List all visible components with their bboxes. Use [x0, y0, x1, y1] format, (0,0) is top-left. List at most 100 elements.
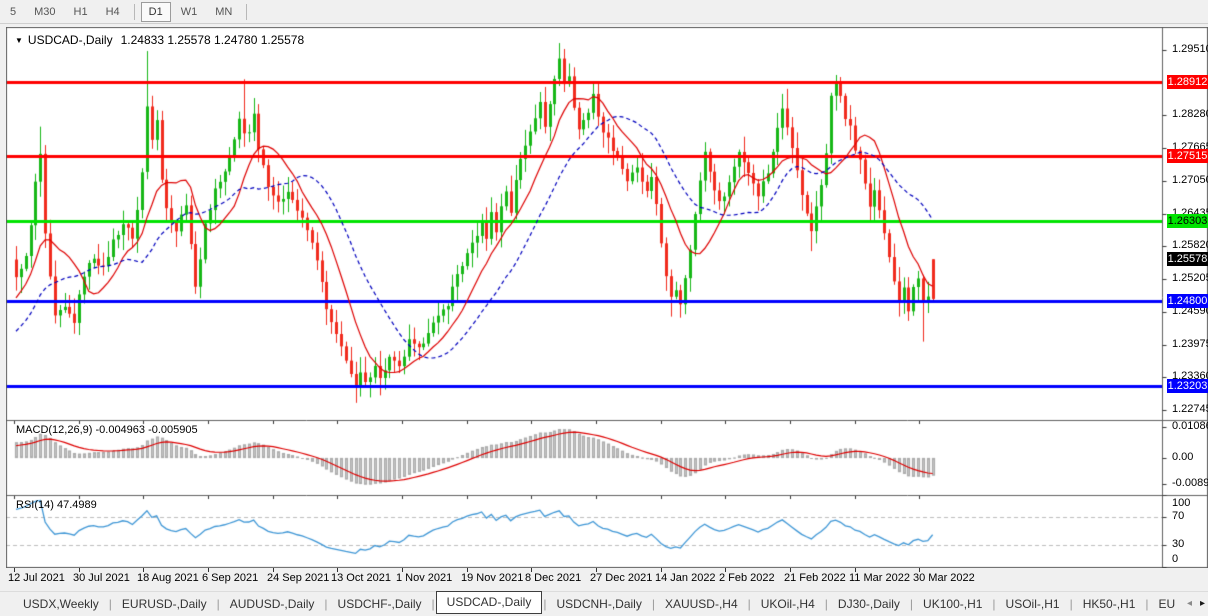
date-axis-tick	[790, 568, 791, 572]
date-axis-tick	[661, 568, 662, 572]
chart-symbol-label: USDCAD-,Daily	[27, 33, 113, 47]
rsi-name: RSI(14)	[16, 499, 54, 511]
tab-separator: |	[747, 597, 751, 611]
date-axis-label: 30 Mar 2022	[913, 572, 975, 584]
tab-separator: |	[324, 597, 328, 611]
price-level-badge: 1.28912	[1167, 75, 1208, 89]
tab-usdcnh-daily[interactable]: USDCNH-,Daily	[556, 597, 642, 611]
date-axis-label: 21 Feb 2022	[784, 572, 846, 584]
date-axis-label: 30 Jul 2021	[73, 572, 130, 584]
chart-canvas[interactable]	[6, 27, 1208, 568]
date-axis-tick	[273, 568, 274, 572]
macd-values: -0.004963 -0.005905	[95, 424, 198, 436]
tab-usdchf-daily[interactable]: USDCHF-,Daily	[337, 597, 422, 611]
tab-separator: |	[651, 597, 655, 611]
date-axis-label: 1 Nov 2021	[396, 572, 453, 584]
timeframe-button-H1[interactable]: H1	[73, 5, 88, 18]
tab-separator: |	[1069, 597, 1073, 611]
tab-scroll-arrows: ◂ ▸	[1187, 598, 1205, 610]
chart-window: ▼ USDCAD-,Daily 1.24833 1.25578 1.24780 1.…	[6, 27, 1208, 568]
current-price-badge: 1.25578	[1167, 252, 1208, 266]
price-axis-label: 1.28280	[1172, 108, 1208, 121]
price-axis-label: 1.27050	[1172, 173, 1208, 186]
tab-separator: |	[824, 597, 828, 611]
price-axis-label: 1.22745	[1172, 402, 1208, 415]
tab-usdx-weekly[interactable]: USDX,Weekly	[23, 597, 99, 611]
macd-axis-label: -0.008974	[1172, 476, 1208, 489]
tab-scroll-right-icon[interactable]: ▸	[1199, 598, 1205, 609]
timeframe-button-H4[interactable]: H4	[105, 5, 120, 18]
date-axis-tick	[337, 568, 338, 572]
tab-usdcad-daily[interactable]: USDCAD-,Daily	[435, 591, 543, 614]
tab-separator: |	[909, 597, 914, 611]
price-axis-label: 1.29510	[1172, 43, 1208, 55]
price-level-badge: 1.26303	[1167, 214, 1208, 228]
chart-ohlc-quote: 1.24833 1.25578 1.24780 1.25578	[120, 33, 305, 47]
tab-separator: |	[1145, 597, 1149, 611]
price-level-badge: 1.23203	[1167, 379, 1208, 393]
tab-separator: |	[543, 597, 547, 611]
rsi-axis-label: 100	[1172, 497, 1191, 509]
date-axis-tick	[855, 568, 856, 572]
macd-name: MACD(12,26,9)	[16, 424, 93, 436]
date-axis-tick	[14, 568, 15, 572]
tab-eu[interactable]: EU	[1158, 597, 1176, 611]
chart-dropdown-icon[interactable]: ▼	[15, 36, 23, 45]
date-axis-tick	[919, 568, 920, 572]
timeframe-button-5[interactable]: 5	[10, 5, 17, 18]
timeframe-button-M30[interactable]: M30	[34, 5, 56, 18]
tab-eurusd-daily[interactable]: EURUSD-,Daily	[121, 597, 207, 611]
tab-separator: |	[431, 597, 435, 611]
tab-separator: |	[216, 597, 220, 611]
tab-separator: |	[108, 597, 112, 611]
date-axis-label: 24 Sep 2021	[267, 572, 330, 584]
tab-ukoil-h4[interactable]: UKOil-,H4	[760, 597, 815, 611]
date-axis-label: 19 Nov 2021	[461, 572, 524, 584]
date-axis-tick	[208, 568, 209, 572]
date-axis-label: 6 Sep 2021	[202, 572, 259, 584]
timeframe-button-D1[interactable]: D1	[140, 1, 171, 22]
date-axis-tick	[402, 568, 403, 572]
timeframe-toolbar: 5 M30 H1 H4 D1 W1 MN	[0, 0, 1208, 24]
price-axis-label: 1.23975	[1172, 337, 1208, 350]
tab-scroll-left-icon[interactable]: ◂	[1186, 598, 1192, 609]
toolbar-separator	[133, 3, 135, 20]
price-level-badge: 1.27515	[1167, 149, 1208, 163]
timeframe-button-W1[interactable]: W1	[180, 5, 198, 18]
date-axis-tick	[531, 568, 532, 572]
chart-tabs-bar: USDX,Weekly | EURUSD-,Daily | AUDUSD-,Daily |…	[0, 591, 1208, 616]
rsi-axis-label: 0	[1172, 553, 1179, 565]
date-axis-label: 2 Feb 2022	[719, 572, 775, 584]
date-axis-label: 11 Mar 2022	[849, 572, 910, 584]
chart-title: ▼ USDCAD-,Daily 1.24833 1.25578 1.24780 1.…	[15, 33, 304, 47]
date-axis: 12 Jul 2021 30 Jul 2021 18 Aug 2021 6 Sep 2…	[6, 568, 1208, 589]
rsi-axis-label: 30	[1172, 538, 1185, 551]
date-axis-tick	[79, 568, 80, 572]
toolbar-separator	[246, 3, 248, 20]
macd-indicator-label: MACD(12,26,9) -0.004963 -0.005905	[16, 424, 198, 436]
timeframe-button-MN[interactable]: MN	[215, 5, 233, 18]
tab-hk50-h1[interactable]: HK50-,H1	[1082, 597, 1136, 611]
rsi-axis-label: 70	[1172, 509, 1185, 522]
tab-dj30-daily[interactable]: DJ30-,Daily	[837, 597, 900, 611]
rsi-value: 47.4989	[56, 499, 97, 511]
macd-axis-label: 0.010869	[1172, 419, 1208, 432]
date-axis-label: 14 Jan 2022	[655, 572, 716, 584]
tab-separator: |	[992, 597, 996, 611]
tab-audusd-daily[interactable]: AUDUSD-,Daily	[229, 597, 315, 611]
tab-usoil-h1[interactable]: USOil-,H1	[1005, 597, 1060, 611]
price-axis-label: 1.25820	[1172, 239, 1208, 252]
macd-axis-label: 0.00	[1172, 451, 1194, 463]
date-axis-label: 27 Dec 2021	[590, 572, 653, 584]
rsi-indicator-label: RSI(14) 47.4989	[16, 499, 97, 511]
date-axis-label: 8 Dec 2021	[525, 572, 582, 584]
date-axis-tick	[143, 568, 144, 572]
date-axis-tick	[467, 568, 468, 572]
tab-xauusd-h4[interactable]: XAUUSD-,H4	[664, 597, 738, 611]
tab-uk100-h1[interactable]: UK100-,H1	[923, 597, 983, 611]
date-axis-label: 13 Oct 2021	[331, 572, 391, 584]
date-axis-label: 18 Aug 2021	[137, 572, 199, 584]
price-axis-label: 1.25205	[1172, 272, 1208, 285]
price-level-badge: 1.24800	[1167, 294, 1208, 308]
date-axis-tick	[725, 568, 726, 572]
